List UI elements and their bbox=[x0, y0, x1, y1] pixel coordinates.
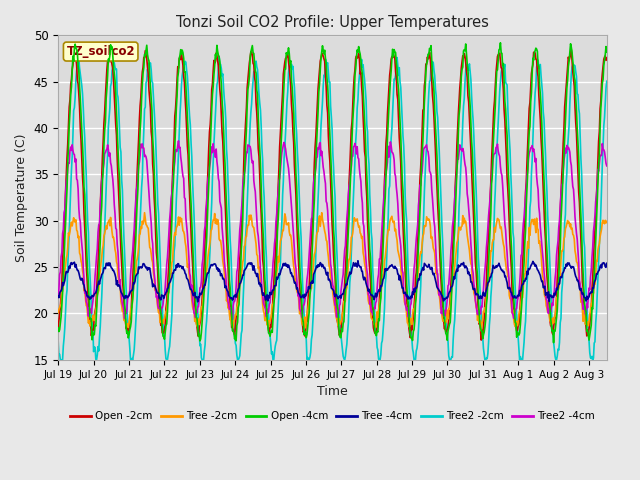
Tree2 -4cm bbox=[290, 235, 298, 240]
Tree2 -2cm bbox=[132, 321, 140, 326]
Open -2cm bbox=[289, 111, 296, 117]
Tree2 -2cm bbox=[603, 78, 611, 84]
Tree -4cm bbox=[56, 288, 64, 294]
Open -2cm bbox=[54, 325, 62, 331]
Open -2cm bbox=[568, 47, 575, 53]
Open -2cm bbox=[448, 265, 456, 271]
Line: Open -4cm: Open -4cm bbox=[58, 43, 607, 343]
Tree -4cm bbox=[131, 279, 139, 285]
Tree -4cm bbox=[194, 299, 202, 305]
Tree -2cm bbox=[141, 210, 148, 216]
Text: TZ_soilco2: TZ_soilco2 bbox=[67, 45, 135, 58]
Open -4cm bbox=[550, 340, 557, 346]
Open -4cm bbox=[309, 231, 317, 237]
Tree2 -2cm bbox=[54, 338, 62, 344]
Tree -2cm bbox=[449, 279, 456, 285]
Tree2 -2cm bbox=[310, 288, 318, 294]
Tree2 -4cm bbox=[603, 163, 611, 169]
Tree -2cm bbox=[56, 302, 64, 308]
Legend: Open -2cm, Tree -2cm, Open -4cm, Tree -4cm, Tree2 -2cm, Tree2 -4cm: Open -2cm, Tree -2cm, Open -4cm, Tree -4… bbox=[66, 407, 598, 426]
Tree2 -4cm bbox=[463, 174, 470, 180]
Tree -4cm bbox=[603, 261, 611, 266]
Line: Tree2 -2cm: Tree2 -2cm bbox=[58, 56, 607, 360]
Line: Tree -2cm: Tree -2cm bbox=[58, 213, 607, 331]
Tree2 -4cm bbox=[449, 218, 457, 224]
Open -4cm bbox=[131, 252, 139, 258]
Line: Tree2 -4cm: Tree2 -4cm bbox=[58, 141, 607, 319]
Tree2 -4cm bbox=[131, 210, 139, 216]
Tree2 -2cm bbox=[449, 337, 457, 343]
Tree2 -4cm bbox=[310, 174, 318, 180]
Tree -4cm bbox=[289, 273, 297, 279]
Tree -2cm bbox=[603, 218, 611, 224]
Open -2cm bbox=[309, 206, 317, 212]
Tree2 -2cm bbox=[215, 53, 223, 59]
Open -4cm bbox=[54, 325, 62, 331]
Tree2 -4cm bbox=[228, 316, 236, 322]
Line: Tree -4cm: Tree -4cm bbox=[58, 261, 607, 302]
Tree -4cm bbox=[463, 264, 470, 270]
Open -4cm bbox=[603, 49, 611, 55]
Tree -2cm bbox=[477, 328, 485, 334]
Open -4cm bbox=[461, 48, 469, 54]
Open -4cm bbox=[56, 321, 64, 326]
Tree -2cm bbox=[131, 275, 139, 280]
Tree -2cm bbox=[54, 310, 62, 315]
Y-axis label: Soil Temperature (C): Soil Temperature (C) bbox=[15, 133, 28, 262]
Tree -2cm bbox=[310, 258, 317, 264]
Tree2 -2cm bbox=[56, 357, 64, 363]
Tree -2cm bbox=[289, 256, 297, 262]
X-axis label: Time: Time bbox=[317, 385, 348, 398]
Open -2cm bbox=[131, 228, 139, 234]
Open -4cm bbox=[289, 85, 296, 91]
Tree -4cm bbox=[310, 272, 317, 277]
Tree2 -4cm bbox=[54, 291, 62, 297]
Open -2cm bbox=[603, 55, 611, 61]
Open -2cm bbox=[461, 54, 469, 60]
Tree2 -2cm bbox=[463, 62, 470, 68]
Tree2 -4cm bbox=[175, 138, 182, 144]
Tree -2cm bbox=[462, 218, 470, 224]
Open -2cm bbox=[56, 304, 64, 310]
Open -2cm bbox=[477, 337, 485, 343]
Line: Open -2cm: Open -2cm bbox=[58, 50, 607, 340]
Open -4cm bbox=[448, 287, 456, 293]
Tree2 -2cm bbox=[57, 357, 65, 363]
Tree2 -4cm bbox=[56, 269, 64, 275]
Tree -4cm bbox=[354, 258, 362, 264]
Tree2 -2cm bbox=[290, 75, 298, 81]
Title: Tonzi Soil CO2 Profile: Upper Temperatures: Tonzi Soil CO2 Profile: Upper Temperatur… bbox=[176, 15, 489, 30]
Tree -4cm bbox=[449, 279, 457, 285]
Open -4cm bbox=[497, 40, 504, 46]
Tree -4cm bbox=[54, 293, 62, 299]
